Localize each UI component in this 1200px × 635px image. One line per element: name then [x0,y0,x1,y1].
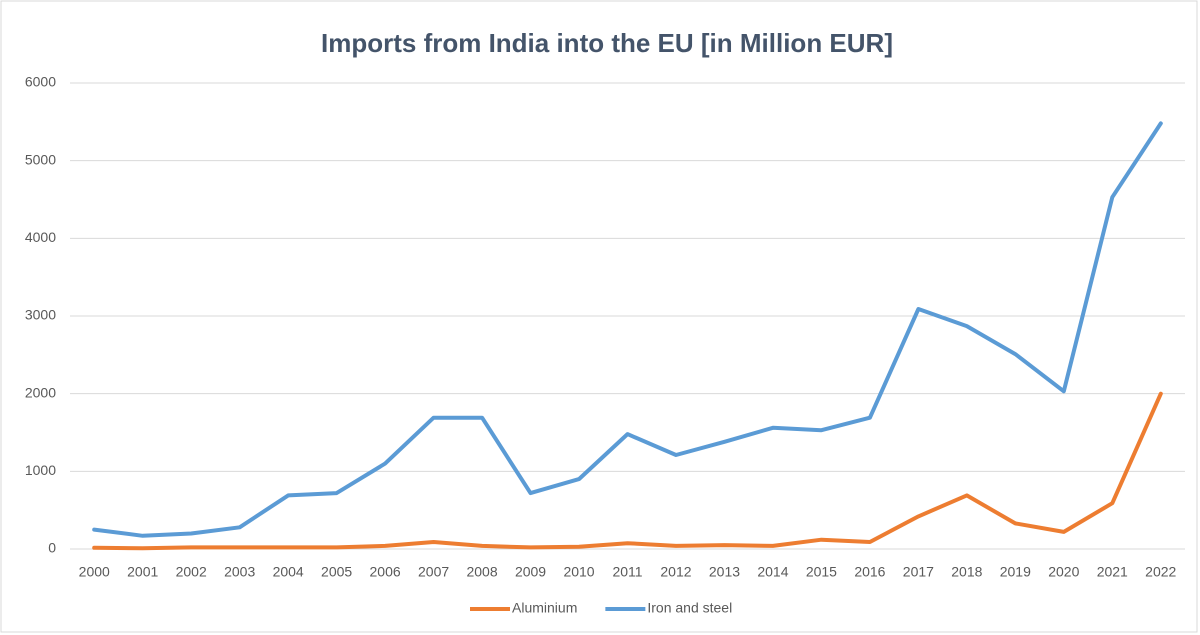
x-tick-label: 2000 [79,564,110,580]
x-tick-label: 2005 [321,564,352,580]
y-tick-label: 1000 [25,462,56,478]
x-tick-label: 2003 [224,564,255,580]
x-tick-label: 2010 [563,564,594,580]
series-line [92,121,1163,538]
x-tick-label: 2001 [127,564,158,580]
chart-title: Imports from India into the EU [in Milli… [321,28,893,58]
x-tick-label: 2009 [515,564,546,580]
x-tick-label: 2012 [660,564,691,580]
x-tick-label: 2014 [757,564,788,580]
y-tick-label: 6000 [25,74,56,90]
series-line [92,391,1163,551]
y-tick-label: 0 [48,540,56,556]
y-tick-label: 5000 [25,151,56,167]
x-tick-label: 2007 [418,564,449,580]
x-tick-label: 2021 [1097,564,1128,580]
x-tick-label: 2011 [612,564,642,580]
legend-label: Aluminium [512,600,577,616]
x-tick-label: 2022 [1145,564,1176,580]
y-tick-label: 4000 [25,229,56,245]
x-tick-label: 2016 [854,564,885,580]
y-tick-label: 2000 [25,384,56,400]
x-tick-label: 2015 [806,564,837,580]
legend-label: Iron and steel [647,600,732,616]
x-tick-label: 2018 [951,564,982,580]
x-tick-label: 2017 [903,564,934,580]
x-tick-label: 2002 [176,564,207,580]
x-tick-label: 2004 [273,564,304,580]
x-tick-label: 2020 [1048,564,1079,580]
x-tick-label: 2013 [709,564,740,580]
x-tick-label: 2006 [370,564,401,580]
y-tick-label: 3000 [25,307,56,323]
x-tick-label: 2019 [1000,564,1031,580]
x-tick-label: 2008 [466,564,497,580]
